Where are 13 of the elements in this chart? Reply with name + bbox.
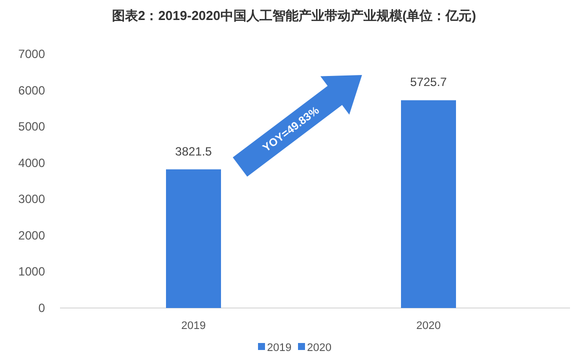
legend-label: 2020 <box>307 342 332 354</box>
y-tick-label: 7000 <box>18 47 46 61</box>
data-label: 5725.7 <box>410 75 448 90</box>
legend-label: 2019 <box>267 342 292 354</box>
y-tick-label: 3000 <box>18 192 46 206</box>
y-tick-label: 5000 <box>18 120 46 134</box>
y-tick-label: 0 <box>38 301 46 315</box>
y-tick-label: 1000 <box>18 264 46 279</box>
y-tick-label: 2000 <box>18 228 46 242</box>
chart-title: 图表2：2019-2020中国人工智能产业带动产业规模(单位：亿元) <box>112 8 476 23</box>
data-label: 3821.5 <box>175 144 212 158</box>
y-tick-label: 6000 <box>18 83 46 98</box>
y-tick-label: 4000 <box>18 156 46 170</box>
